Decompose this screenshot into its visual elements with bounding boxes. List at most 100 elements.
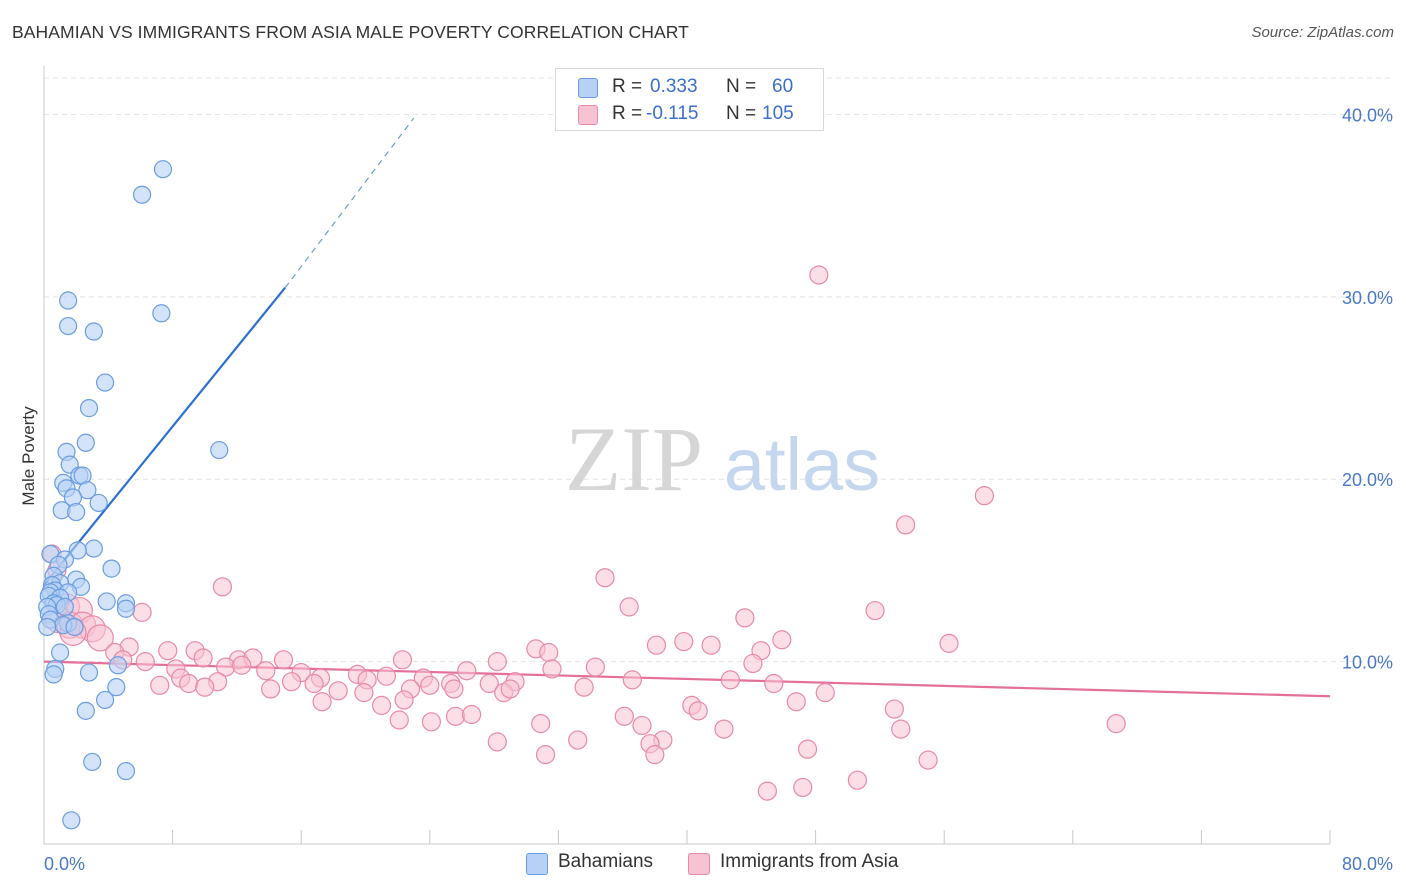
asia-point	[595, 568, 615, 588]
asia-point	[764, 673, 784, 694]
bahamians-point	[116, 761, 136, 781]
asia-point	[674, 631, 694, 652]
legend-label: Immigrants from Asia	[720, 851, 899, 872]
y-tick-label: 40.0%	[1342, 105, 1393, 125]
asia-point	[281, 672, 302, 692]
asia-point	[158, 641, 178, 661]
asia-point	[714, 719, 734, 739]
asia-point	[720, 670, 741, 690]
asia-point	[688, 701, 708, 721]
asia-point	[312, 692, 332, 712]
asia-point	[568, 730, 588, 750]
r-label: R =	[612, 103, 643, 124]
asia-point	[193, 648, 213, 668]
asia-point	[212, 577, 233, 597]
bahamians-point	[97, 592, 116, 611]
asia-point	[622, 670, 642, 690]
asia-point	[179, 673, 199, 694]
bahamians-point	[59, 316, 78, 336]
asia-point	[195, 677, 215, 697]
n-value: 60	[772, 76, 794, 97]
asia-point	[371, 695, 392, 715]
bahamians-point	[38, 617, 57, 637]
bahamians-point	[95, 690, 115, 710]
asia-point	[420, 675, 440, 695]
n-value: 105	[762, 103, 794, 124]
bahamians-point	[95, 373, 115, 392]
asia-point	[256, 661, 276, 681]
asia-point	[531, 714, 551, 734]
source-label: Source: ZipAtlas.com	[1251, 24, 1394, 41]
asia-point	[793, 777, 813, 798]
bahamians-trend-dashed	[284, 117, 415, 289]
y-axis-label: Male Poverty	[19, 406, 38, 506]
asia-point	[421, 712, 442, 732]
asia-point	[701, 635, 721, 655]
asia-point	[574, 677, 594, 697]
bahamians-point	[83, 752, 102, 772]
asia-point	[585, 657, 605, 677]
asia-point	[394, 690, 414, 710]
asia-point	[376, 666, 396, 686]
asia-point	[392, 650, 413, 670]
stats-legend: R = 0.333 N = 60 R = -0.115 N = 105	[555, 68, 824, 131]
pink-swatch	[688, 853, 710, 875]
asia-point	[132, 602, 152, 622]
asia-point	[150, 675, 170, 695]
asia-point	[865, 600, 885, 621]
bahamians-point	[84, 322, 103, 341]
watermark: ZIP atlas	[565, 408, 880, 510]
bahamians-point	[107, 678, 126, 697]
asia-point	[757, 781, 777, 801]
asia-point	[457, 661, 477, 681]
stats-row-bahamians: R = 0.333 N = 60	[556, 74, 823, 102]
asia-point	[646, 635, 667, 655]
bahamians-point	[59, 291, 78, 310]
bahamians-point	[65, 617, 84, 637]
asia-point	[786, 692, 806, 712]
asia-point	[896, 515, 916, 535]
asia-point	[444, 679, 464, 699]
bahamians-point	[68, 541, 87, 560]
asia-point	[632, 715, 652, 736]
asia-point	[487, 732, 507, 752]
asia-point	[487, 652, 507, 672]
asia-point	[539, 642, 559, 663]
bahamians-trend-solid	[43, 287, 286, 586]
asia-point	[542, 659, 562, 679]
bahamians-point	[55, 597, 74, 617]
asia-point	[354, 683, 374, 703]
asia-point	[273, 650, 294, 670]
asia-point	[445, 706, 466, 726]
asia-point	[645, 745, 665, 765]
asia-point	[135, 652, 155, 672]
blue-swatch	[526, 853, 548, 875]
asia-point	[884, 699, 904, 719]
asia-point	[614, 706, 634, 726]
bahamians-trend-line	[43, 117, 415, 586]
legend-label: Bahamians	[558, 851, 654, 872]
asia-point	[500, 679, 520, 699]
asia-point	[389, 710, 409, 730]
asia-point	[261, 679, 281, 699]
asia-point	[891, 719, 911, 739]
chart-title: BAHAMIAN VS IMMIGRANTS FROM ASIA MALE PO…	[12, 22, 689, 42]
bahamians-point	[44, 665, 63, 684]
bahamians-point	[79, 663, 99, 682]
bahamians-point	[153, 160, 173, 179]
r-label: R =	[612, 76, 643, 97]
asia-point	[304, 673, 324, 694]
asia-point	[86, 624, 114, 652]
asia-point	[535, 745, 556, 765]
asia-point	[479, 673, 499, 694]
r-value: 0.333	[650, 76, 698, 97]
n-label: N =	[726, 103, 757, 124]
asia-point	[939, 633, 959, 653]
pink-swatch	[578, 105, 598, 125]
asia-point	[743, 653, 763, 674]
stats-row-asia: R = -0.115 N = 105	[556, 101, 823, 129]
grid-lines	[44, 77, 1394, 663]
bahamians-points	[38, 160, 229, 830]
asia-point	[1106, 714, 1126, 734]
